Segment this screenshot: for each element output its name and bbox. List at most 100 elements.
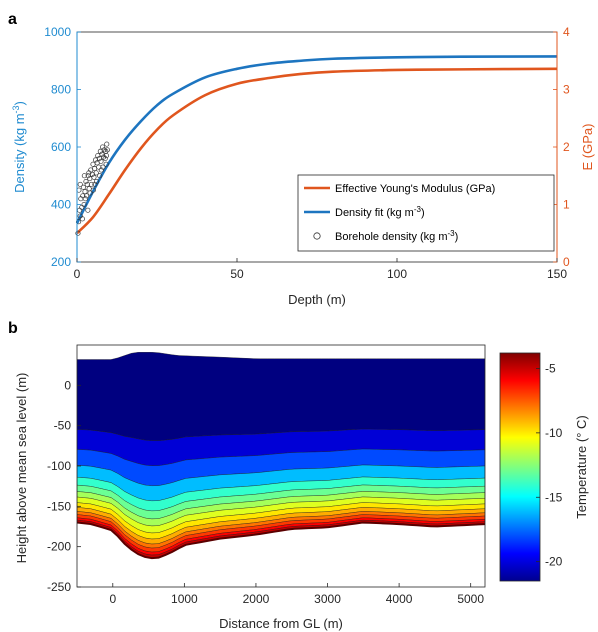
borehole-density-point [87, 190, 93, 196]
borehole-density-point [75, 230, 81, 236]
borehole-density-point [100, 164, 106, 170]
borehole-density-point [84, 193, 90, 199]
borehole-density-point [77, 181, 83, 187]
y-tick-label: 0 [64, 378, 71, 392]
x-tick-label: 0 [74, 267, 81, 281]
panel-b-label: b [8, 320, 18, 337]
colorbar [499, 352, 541, 582]
x-tick-label: 5000 [457, 592, 484, 606]
colorbar-tick-label: -10 [545, 426, 563, 440]
borehole-density-point [90, 187, 96, 193]
temperature-band [77, 352, 485, 441]
panel-a-ylabel-left-text: Density (kg m [12, 113, 27, 192]
borehole-density-point [83, 178, 89, 185]
borehole-density-point [88, 181, 94, 187]
borehole-density-point [103, 161, 109, 167]
borehole-density-point [104, 147, 110, 153]
borehole-density-point [79, 216, 85, 222]
x-tick-label: 100 [387, 267, 407, 281]
legend-label-density-fit: Density fit (kg m-3) [335, 205, 425, 220]
borehole-density-point [91, 174, 97, 180]
colorbar-tick-label: -20 [545, 555, 563, 569]
colorbar-tick-label: -15 [545, 490, 563, 504]
borehole-density-point [93, 170, 99, 176]
panel-a-scatter-group [75, 141, 110, 236]
x-tick-label: 50 [230, 267, 244, 281]
right-y-tick-label: 3 [563, 83, 570, 97]
borehole-density-point [104, 141, 110, 147]
panel-a-series-group [75, 55, 558, 235]
borehole-density-point [102, 155, 108, 162]
legend-label-borehole-density-sup: -3 [448, 229, 456, 238]
y-tick-label: -200 [47, 540, 71, 554]
panel-a-ylabel-right: E (GPa) [580, 124, 595, 171]
borehole-density-point [93, 178, 100, 185]
left-y-tick-label: 600 [51, 140, 71, 154]
y-tick-label: -150 [47, 499, 71, 513]
legend-label-density-fit-close: ) [421, 207, 425, 219]
y-tick-label: -100 [47, 459, 71, 473]
ice-bed-boundary [77, 521, 485, 560]
colorbar-tick-label: -5 [545, 361, 556, 375]
borehole-density-point [82, 196, 88, 202]
borehole-density-point [101, 154, 107, 160]
panel-a-legend: Effective Young's Modulus (GPa) Density … [297, 174, 555, 252]
panel-b-ticks: 0 1000 2000 3000 4000 5000 -250 -200 -150 -100 -50… [47, 378, 484, 606]
borehole-density-point [101, 147, 107, 153]
panel-a-ticks: 0 50 100 150 200 400 600 800 1000 0 1 2 3 4 [44, 25, 570, 281]
youngs-modulus-line [76, 67, 558, 235]
x-tick-label: 150 [547, 267, 567, 281]
colorbar-ticks: -20 -15 -10 -5 [536, 361, 563, 569]
right-y-tick-label: 0 [563, 255, 570, 269]
borehole-density-point [80, 184, 86, 190]
x-tick-label: 3000 [314, 592, 341, 606]
left-y-tick-label: 400 [51, 198, 71, 212]
right-y-tick-label: 4 [563, 25, 570, 39]
borehole-density-point [92, 181, 98, 187]
panel-a-label: a [8, 11, 17, 28]
panel-a-xlabel: Depth (m) [288, 292, 346, 307]
borehole-density-point [86, 170, 92, 176]
x-tick-label: 0 [109, 592, 116, 606]
legend-label-borehole-density-close: ) [455, 231, 459, 243]
borehole-density-point [85, 207, 91, 213]
panel-a-chart: 0 50 100 150 200 400 600 800 1000 0 1 2 3 4 Depth (m)… [11, 25, 595, 307]
borehole-density-point [81, 201, 87, 208]
x-tick-label: 4000 [386, 592, 413, 606]
left-y-tick-label: 1000 [44, 25, 71, 39]
legend-swatch-borehole-density [313, 232, 321, 240]
legend-label-density-fit-sup: -3 [414, 205, 422, 214]
x-tick-label: 2000 [243, 592, 270, 606]
left-y-tick-label: 800 [51, 83, 71, 97]
left-y-tick-label: 200 [51, 255, 71, 269]
borehole-density-point [99, 151, 105, 157]
borehole-density-point [80, 193, 86, 199]
borehole-density-point [82, 189, 88, 195]
right-y-tick-label: 2 [563, 140, 570, 154]
borehole-density-point [81, 173, 87, 179]
right-y-tick-label: 1 [563, 198, 570, 212]
y-tick-label: -50 [54, 419, 72, 433]
panel-b-temperature-layers [77, 352, 485, 560]
legend-label-youngs-modulus: Effective Young's Modulus (GPa) [335, 183, 495, 195]
legend-box [297, 174, 555, 252]
borehole-density-point [103, 153, 109, 159]
panel-a-ylabel-left-sup: -3 [11, 105, 21, 113]
borehole-density-point [76, 219, 82, 225]
borehole-density-point [100, 144, 106, 150]
y-tick-label: -250 [47, 580, 71, 594]
legend-label-borehole-density-text: Borehole density (kg m [335, 231, 448, 243]
panel-b-xlabel: Distance from GL (m) [219, 616, 343, 631]
borehole-density-point [98, 167, 104, 173]
borehole-density-point [97, 173, 103, 179]
panel-a-ylabel-left: Density (kg m-3) [11, 101, 27, 193]
panel-b-ylabel: Height above mean sea level (m) [14, 373, 29, 564]
colorbar-label: Temperature (° C) [574, 415, 589, 518]
x-tick-label: 1000 [171, 592, 198, 606]
borehole-density-point [98, 158, 104, 164]
panel-b-chart: 0 1000 2000 3000 4000 5000-250-200-150-100-50… [14, 344, 589, 631]
density-fit-line [75, 55, 558, 224]
legend-label-borehole-density: Borehole density (kg m-3) [335, 229, 458, 244]
legend-label-density-fit-text: Density fit (kg m [335, 207, 414, 219]
